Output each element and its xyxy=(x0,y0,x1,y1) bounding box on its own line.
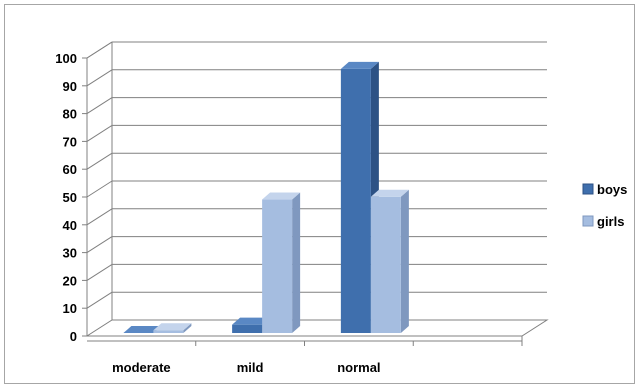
legend: boys girls xyxy=(582,182,627,229)
floor xyxy=(85,319,549,337)
grid-layer xyxy=(82,41,549,346)
bar-side-girls xyxy=(183,323,192,333)
legend-swatch-girls xyxy=(582,215,594,227)
gridline-side xyxy=(86,236,113,254)
bar-girls-mild xyxy=(262,192,301,333)
gridline-side xyxy=(86,152,113,170)
bar-front-boys xyxy=(340,68,371,334)
x-tick-label: moderate xyxy=(112,360,171,375)
gridline-side xyxy=(86,263,113,281)
y-tick-label: 60 xyxy=(63,162,77,177)
y-tick-label: 70 xyxy=(63,134,77,149)
y-tick-label: 30 xyxy=(63,246,77,261)
gridline-side xyxy=(86,41,113,59)
y-tick-label: 90 xyxy=(63,79,77,94)
bar-top-boys xyxy=(340,61,379,69)
gridline-side xyxy=(86,97,113,115)
x-tick-label: normal xyxy=(337,360,380,375)
legend-label-girls: girls xyxy=(597,214,624,229)
gridline-side xyxy=(86,69,113,87)
legend-item-girls: girls xyxy=(582,214,624,229)
bar-top-boys xyxy=(123,326,162,333)
bar-top-girls xyxy=(153,323,192,331)
bar-top-girls xyxy=(370,189,409,197)
bar-front-girls xyxy=(370,196,401,333)
bar-side-girls xyxy=(292,192,301,333)
y-tick-label: 20 xyxy=(63,273,77,288)
bar-front-girls xyxy=(262,199,293,333)
legend-label-boys: boys xyxy=(597,182,627,197)
gridline-side xyxy=(86,124,113,142)
gridline-side xyxy=(86,208,113,226)
y-tick-label: 50 xyxy=(63,190,77,205)
gridline-side xyxy=(86,291,113,309)
x-tick-label: mild xyxy=(237,360,264,375)
legend-item-boys: boys xyxy=(582,182,627,197)
bar-front-boys xyxy=(232,324,263,333)
y-tick-label: 0 xyxy=(70,329,77,344)
chart-frame xyxy=(4,4,635,384)
bar-layer xyxy=(123,61,409,334)
label-layer: 0 10 20 30 40 50 60 70 80 90 100 moderate mild normal xyxy=(55,51,380,375)
y-tick-label: 100 xyxy=(55,51,77,66)
y-tick-label: 40 xyxy=(63,218,77,233)
bar-top-boys xyxy=(232,317,271,325)
gridline-side xyxy=(86,180,113,198)
bar-top-girls xyxy=(262,192,301,200)
bar-side-girls xyxy=(400,189,409,333)
bar-front-girls xyxy=(153,330,184,333)
y-tick-label: 10 xyxy=(63,301,77,316)
bar-girls-moderate xyxy=(153,323,192,333)
bar-boys-moderate xyxy=(123,326,162,333)
bar-girls-normal xyxy=(370,189,409,333)
legend-swatch-boys xyxy=(582,183,594,195)
y-tick-label: 80 xyxy=(63,107,77,122)
